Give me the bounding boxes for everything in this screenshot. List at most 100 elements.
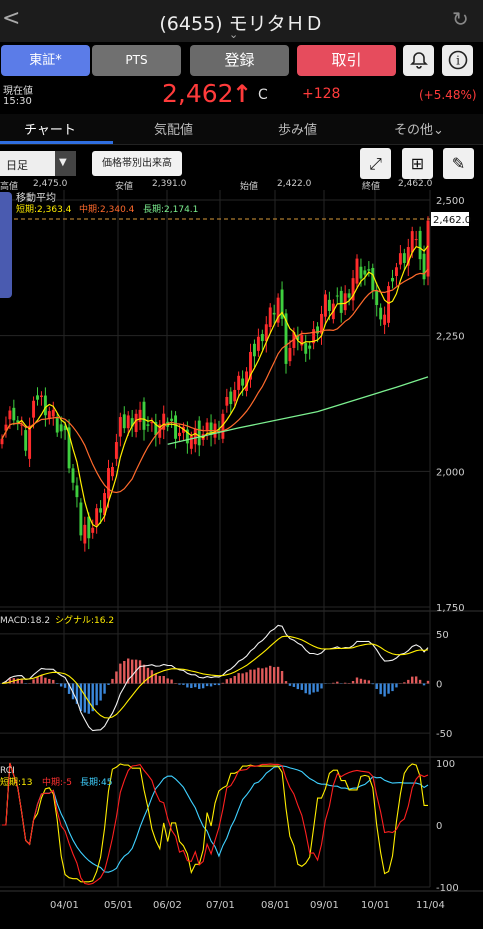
macd-histogram-bar [134, 659, 138, 684]
candle [422, 253, 426, 280]
candle [284, 313, 288, 364]
macd-histogram-bar [40, 675, 43, 684]
rci-short-label: 短期:13 [0, 776, 33, 788]
pen-icon[interactable]: ✎ [443, 148, 474, 179]
candle [304, 343, 308, 354]
macd-histogram-bar [56, 683, 59, 685]
tab-chart[interactable]: チャート [24, 123, 76, 138]
rci-tick-label: -100 [436, 883, 459, 894]
x-tick-label: 09/01 [310, 900, 339, 911]
volume-profile-button[interactable]: 価格帯別出来高 [92, 151, 182, 176]
macd-histogram-bar [75, 683, 79, 704]
candle [347, 293, 351, 298]
info-icon[interactable]: i [442, 45, 473, 76]
candle [241, 378, 245, 386]
macd-histogram-bar [367, 680, 371, 684]
macd-histogram-bar [205, 683, 209, 687]
macd-histogram-bar [418, 679, 422, 684]
macd-histogram-bar [320, 683, 323, 689]
candle [185, 429, 189, 444]
candle [32, 400, 36, 418]
market-pts-button[interactable]: PTS [92, 45, 181, 76]
chevron-down-icon[interactable]: ⌄ [229, 28, 239, 41]
macd-histogram-bar [119, 663, 122, 684]
candle [174, 415, 178, 439]
tab-ayumi[interactable]: 歩み値 [278, 123, 318, 138]
candle [217, 429, 221, 431]
rci-label: RCI [0, 766, 15, 776]
candle [150, 421, 154, 424]
last-price-tag [431, 212, 469, 226]
macd-histogram-bar [387, 683, 390, 694]
current-price: 2,462 [162, 79, 234, 108]
grid-icon[interactable]: ⊞ [402, 148, 433, 179]
ma-short-label: 短期:2,363.4 [16, 203, 72, 215]
price-bar [0, 79, 483, 113]
macd-histogram-bar [395, 683, 398, 688]
macd-histogram-bar [296, 683, 300, 690]
stock-chart[interactable]: 04/01 05/01 06/02 07/01 08/01 09/01 10/01 11/04… [0, 190, 483, 925]
x-tick-label: 07/01 [206, 900, 235, 911]
expand-icon[interactable]: ⤢ [360, 148, 391, 179]
macd-histogram-bar [194, 683, 197, 688]
refresh-icon[interactable]: ↻ [452, 7, 469, 31]
macd-histogram-bar [426, 680, 430, 684]
macd-histogram-bar [257, 667, 260, 684]
macd-histogram-bar [107, 683, 110, 685]
candle [91, 527, 95, 533]
macd-histogram-bar [162, 676, 165, 684]
macd-histogram-bar [111, 678, 114, 684]
macd-histogram-bar [48, 678, 51, 684]
register-button[interactable]: 登録 [190, 45, 289, 76]
macd-histogram-bar [166, 678, 169, 684]
tab-other[interactable]: その他⌄ [394, 123, 444, 138]
candle [335, 295, 339, 297]
x-tick-label: 10/01 [361, 900, 390, 911]
macd-histogram-bar [178, 683, 181, 685]
candle [28, 425, 32, 459]
rci-short-line [2, 762, 428, 883]
macd-histogram-bar [99, 683, 102, 701]
info-glyph: i [456, 54, 460, 68]
macd-histogram-bar [245, 672, 248, 684]
price-change-percent: (+5.48%) [419, 88, 477, 102]
macd-histogram-bar [241, 673, 244, 684]
candle [67, 427, 71, 469]
candle [162, 413, 166, 430]
candle [225, 396, 229, 406]
candle [359, 266, 363, 279]
mid-ma-line [1, 268, 429, 494]
macd-panel [1, 624, 430, 732]
candle [71, 468, 75, 483]
tab-kehai[interactable]: 気配値 [154, 123, 194, 138]
candle [142, 401, 146, 430]
period-select-arrow[interactable] [55, 151, 76, 176]
macd-histogram-bar [91, 683, 94, 712]
market-tosho-button[interactable]: 東証* [1, 45, 90, 76]
macd-histogram-bar [336, 681, 339, 684]
macd-histogram-bar [138, 660, 142, 684]
trade-button[interactable]: 取引 [297, 45, 396, 76]
candle [189, 436, 193, 449]
candle [63, 425, 67, 431]
price-tick-label: 2,000 [436, 467, 465, 478]
macd-histogram-bar [221, 682, 225, 684]
bell-icon[interactable] [403, 45, 434, 76]
low-label: 安値 [115, 182, 134, 192]
macd-histogram-bar [146, 667, 150, 684]
candle [36, 395, 39, 400]
macd-histogram-bar [201, 683, 205, 689]
macd-histogram-bar [130, 659, 134, 684]
back-icon[interactable]: < [2, 6, 21, 31]
candle [197, 420, 201, 446]
macd-histogram-bar [272, 667, 276, 684]
macd-histogram-bar [190, 683, 193, 688]
candles [0, 216, 430, 552]
macd-histogram-bar [371, 683, 374, 685]
macd-histogram-bar [411, 676, 414, 684]
macd-histogram-bar [300, 683, 303, 690]
open-label: 始値 [240, 182, 259, 192]
macd-histogram-bar [265, 667, 268, 684]
technical-side-tab[interactable] [0, 192, 12, 298]
macd-histogram-bar [363, 679, 367, 684]
